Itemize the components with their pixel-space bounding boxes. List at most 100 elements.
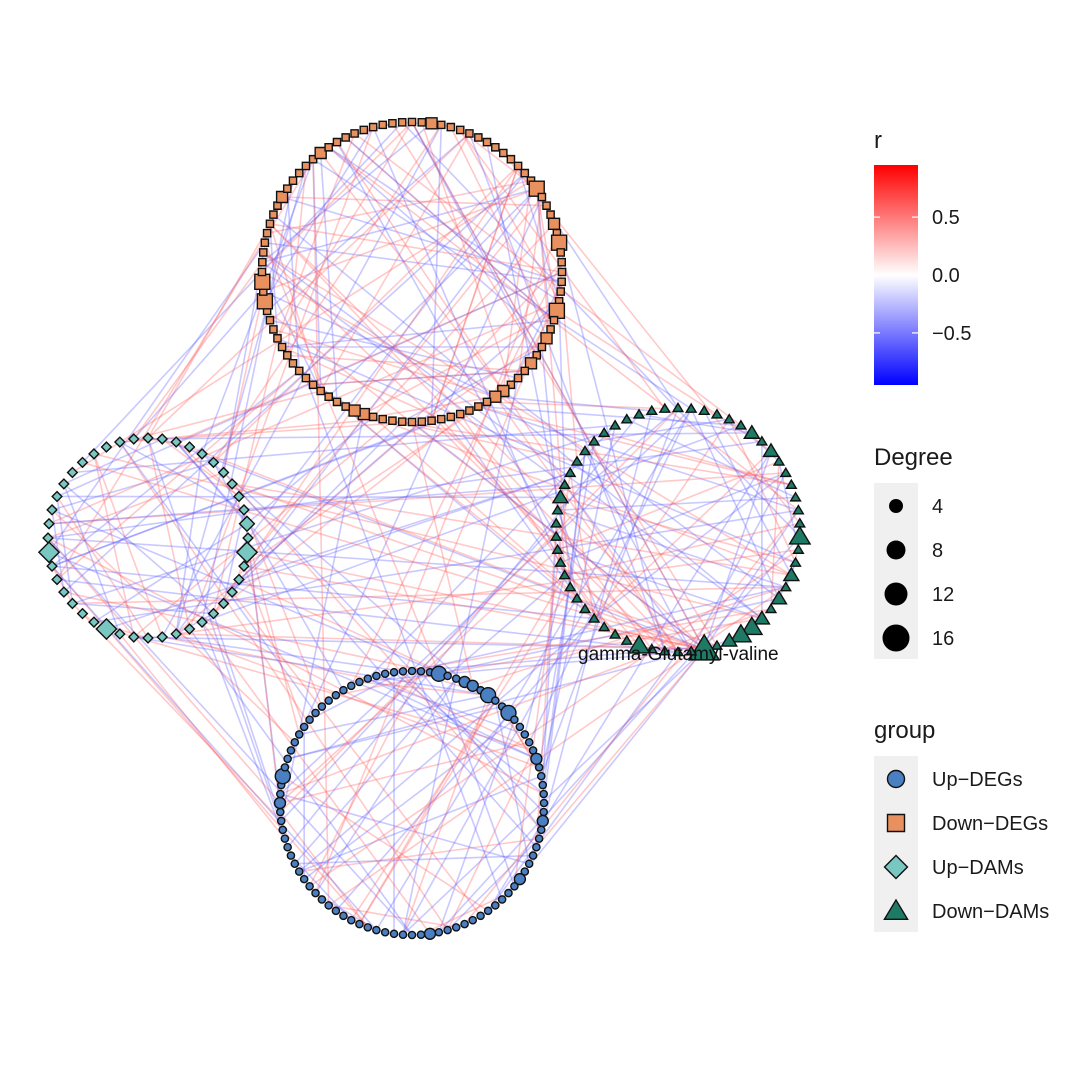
- edge-98: [269, 223, 279, 339]
- node-down-dams-51: [587, 435, 601, 446]
- edge-111: [273, 328, 496, 398]
- degree-legend-dot-0: [889, 499, 903, 513]
- edge-81: [430, 165, 519, 421]
- node-down-degs-74: [258, 248, 268, 257]
- node-down-degs-55: [341, 402, 350, 411]
- edge-135: [63, 483, 215, 615]
- edge-253: [535, 188, 572, 588]
- node-up-dams-34: [43, 517, 55, 530]
- edge-283: [201, 621, 431, 935]
- degree-legend-dot-3: [882, 624, 910, 652]
- edge-26: [287, 705, 503, 760]
- edge-64: [459, 129, 560, 302]
- node-up-dams-20: [170, 628, 183, 640]
- edge-364: [231, 483, 792, 576]
- node-up-degs-44: [423, 927, 437, 940]
- edge-31: [298, 712, 317, 735]
- edge-255: [262, 251, 557, 538]
- edge-251: [312, 158, 692, 410]
- edge-124: [175, 612, 214, 635]
- edge-286: [201, 621, 289, 848]
- edge-134: [63, 438, 163, 485]
- node-down-degs-71: [254, 273, 271, 291]
- group-legend-label-0: Up−DEGs: [932, 769, 1023, 791]
- node-up-degs-69: [273, 796, 287, 810]
- edge-61: [411, 261, 563, 423]
- edge-282: [133, 636, 489, 696]
- edge-32: [376, 675, 534, 752]
- node-up-dams-19: [183, 623, 196, 635]
- edge-352: [93, 453, 763, 620]
- node-down-degs-50: [388, 416, 397, 426]
- edge-214: [212, 165, 519, 463]
- edge-113: [372, 223, 555, 418]
- node-up-degs-61: [294, 867, 304, 876]
- node-up-degs-0: [407, 666, 417, 676]
- edge-287: [147, 437, 284, 831]
- edge-322: [438, 617, 763, 675]
- node-down-degs-48: [407, 417, 417, 427]
- node-up-degs-66: [278, 825, 288, 835]
- node-up-dams-7: [226, 478, 238, 490]
- node-up-degs-27: [534, 834, 544, 843]
- node-up-degs-76: [290, 737, 300, 747]
- node-up-degs-81: [317, 702, 327, 711]
- node-down-dams-55: [632, 408, 646, 419]
- edge-160: [626, 418, 796, 499]
- edge-122: [175, 441, 248, 525]
- node-down-degs-62: [288, 359, 298, 368]
- edge-140: [119, 441, 245, 511]
- edge-262: [459, 413, 605, 628]
- node-down-degs-59: [308, 380, 318, 390]
- node-up-dams-25: [95, 617, 118, 641]
- edge-42: [358, 700, 496, 925]
- edge-142: [63, 483, 121, 635]
- node-up-degs-85: [346, 681, 356, 691]
- node-down-dams-0: [671, 401, 685, 413]
- node-up-dams-16: [217, 597, 230, 610]
- edge-276: [188, 628, 413, 936]
- edge-388: [82, 461, 705, 650]
- node-down-degs-76: [262, 228, 272, 238]
- node-up-degs-13: [510, 715, 519, 724]
- node-down-degs-18: [546, 210, 555, 219]
- node-up-degs-28: [532, 842, 541, 852]
- node-up-degs-59: [305, 882, 314, 891]
- edge-179: [593, 418, 730, 443]
- edge-8: [298, 775, 542, 873]
- node-down-dams-30: [658, 645, 671, 656]
- edge-256: [336, 141, 557, 537]
- edge-60: [373, 395, 496, 418]
- edge-28: [420, 892, 509, 936]
- node-down-degs-78: [269, 210, 278, 219]
- edge-167: [560, 472, 787, 564]
- edge-97: [401, 346, 543, 423]
- node-up-dams-36: [51, 490, 63, 503]
- node-down-degs-86: [314, 146, 327, 160]
- node-down-degs-66: [269, 325, 278, 334]
- edge-54: [312, 159, 322, 392]
- degree-legend-label-2: 12: [932, 584, 954, 606]
- degree-legend-dot-1: [886, 540, 906, 560]
- edge-266: [558, 301, 566, 485]
- node-down-degs-41: [474, 402, 483, 411]
- node-down-degs-92: [368, 122, 378, 132]
- node-down-dams-39: [564, 581, 577, 592]
- node-down-dams-24: [729, 623, 753, 643]
- edge-185: [175, 271, 563, 443]
- edge-373: [402, 377, 519, 935]
- node-up-degs-74: [283, 754, 292, 764]
- node-down-degs-57: [324, 392, 333, 402]
- edge-35: [367, 677, 526, 736]
- edge-197: [119, 419, 432, 443]
- edge-303: [119, 441, 317, 714]
- node-down-dams-32: [627, 634, 651, 654]
- edge-37: [446, 750, 534, 931]
- node-down-degs-12: [513, 161, 523, 171]
- node-up-dams-43: [127, 433, 140, 445]
- edge-203: [201, 180, 294, 623]
- edge-210: [222, 291, 265, 473]
- node-down-dams-31: [645, 643, 658, 654]
- node-up-degs-87: [363, 674, 373, 683]
